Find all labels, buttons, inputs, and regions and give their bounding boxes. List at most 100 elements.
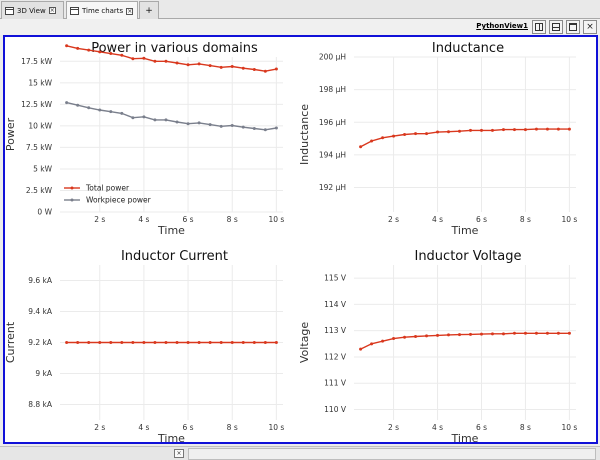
chart-1-series-1-point bbox=[274, 67, 278, 71]
chart-3-x-tick-label: 6 s bbox=[183, 423, 194, 432]
chart-1-series-1-point bbox=[153, 59, 157, 63]
chart-1-y-tick-label: 0 W bbox=[37, 208, 52, 217]
view-title[interactable]: PythonView1 bbox=[476, 22, 528, 30]
chart-2-series-1-point bbox=[447, 130, 451, 134]
chart-2-x-tick-label: 6 s bbox=[476, 215, 487, 224]
chart-3-series-1-point bbox=[175, 341, 179, 344]
chart-3-series-1-point bbox=[241, 341, 245, 344]
chart-3-y-tick-label: 9.6 kA bbox=[28, 276, 53, 285]
chart-1-x-axis-label: Time bbox=[157, 224, 185, 237]
chart-4-series-1-point bbox=[403, 335, 407, 339]
chart-4-series-1-point bbox=[490, 332, 494, 336]
close-view-button[interactable]: × bbox=[583, 20, 597, 34]
tab-time-charts[interactable]: Time charts × bbox=[66, 1, 138, 20]
chart-2-y-axis-label: Inductance bbox=[298, 104, 311, 165]
chart-4-series-1-point bbox=[501, 332, 505, 336]
chart-4-series-1-point bbox=[447, 333, 451, 337]
chart-1-y-tick-label: 7.5 kW bbox=[26, 143, 53, 152]
chart-4-y-tick-label: 110 V bbox=[324, 405, 347, 414]
chart-1-series-1-point bbox=[76, 46, 80, 50]
chart-2-series-1-point bbox=[403, 133, 407, 136]
add-tab-button[interactable]: + bbox=[139, 1, 159, 19]
chart-2-y-tick-label: 192 µH bbox=[319, 183, 346, 192]
split-vertical-icon bbox=[552, 23, 560, 31]
chart-1-series-1-point bbox=[65, 44, 69, 48]
chart-3-series-1-point bbox=[186, 341, 190, 344]
chart-1-series-2-point bbox=[142, 115, 146, 119]
chart-4-x-tick-label: 6 s bbox=[476, 423, 487, 432]
chart-3-x-tick-label: 4 s bbox=[138, 423, 149, 432]
chart-1-series-2-point bbox=[65, 101, 69, 105]
chart-1-series-1-point bbox=[208, 64, 212, 68]
chart-4-series-1-point bbox=[370, 342, 374, 346]
charts-canvas: 2 s 4 s 6 s 8 s 10 s 0 W 2.5 kW 5 kW 7.5 kW 10 kW… bbox=[5, 41, 577, 442]
chart-1-y-tick-label: 17.5 kW bbox=[21, 57, 52, 66]
chart-1-series-2-point bbox=[131, 116, 135, 120]
chart-4-series-1-point bbox=[359, 347, 363, 351]
chart-2-series-1-line bbox=[360, 128, 570, 148]
tab-3d-view[interactable]: 3D View × bbox=[1, 1, 64, 19]
chart-1-series-2-point bbox=[197, 121, 201, 125]
chart-2-x-tick-label: 4 s bbox=[432, 215, 443, 224]
chart-4-x-axis-label: Time bbox=[451, 432, 479, 442]
chart-1-series-2-point bbox=[252, 126, 256, 130]
chart-4-series-1-point bbox=[545, 331, 549, 335]
chart-1-series-2-point bbox=[164, 118, 168, 122]
chart-1-series-2-point bbox=[230, 123, 234, 127]
chart-1-series-2-point bbox=[98, 108, 102, 112]
chart-4-x-tick-label: 10 s bbox=[561, 423, 577, 432]
close-icon[interactable]: × bbox=[126, 7, 134, 15]
close-icon[interactable]: × bbox=[174, 449, 184, 458]
chart-1-series-2-point bbox=[219, 124, 223, 128]
chart-2-series-1-point bbox=[370, 139, 374, 143]
chart-3-series-1-point bbox=[87, 341, 91, 344]
chart-3-series-1-point bbox=[252, 341, 256, 344]
chart-4-series-1-point bbox=[414, 334, 418, 338]
chart-1-x-tick-label: 2 s bbox=[94, 215, 105, 224]
status-field bbox=[188, 448, 596, 460]
chart-4-y-tick-label: 111 V bbox=[324, 379, 347, 388]
chart-1-y-axis-label: Power bbox=[5, 117, 17, 151]
chart-1-x-tick-label: 6 s bbox=[183, 215, 194, 224]
chart-3-series-1-point bbox=[120, 341, 124, 344]
tab-bar: 3D View × Time charts × + bbox=[0, 0, 600, 20]
close-icon[interactable]: × bbox=[48, 7, 56, 14]
chart-1-series-1-point bbox=[87, 48, 91, 52]
maximize-button[interactable] bbox=[566, 20, 580, 34]
chart-2-series-1-point bbox=[381, 136, 385, 140]
chart-view[interactable]: 2 s 4 s 6 s 8 s 10 s 0 W 2.5 kW 5 kW 7.5 kW 10 kW… bbox=[3, 35, 598, 444]
chart-4-series-1-point bbox=[534, 331, 538, 335]
chart-2-series-1-point bbox=[359, 145, 363, 149]
chart-4-y-tick-label: 114 V bbox=[324, 300, 347, 309]
chart-1-series-1-point bbox=[131, 57, 135, 61]
chart-1-x-tick-label: 8 s bbox=[227, 215, 238, 224]
split-horizontal-button[interactable] bbox=[532, 20, 546, 34]
chart-3-y-tick-label: 9.4 kA bbox=[28, 307, 53, 316]
chart-1-series-2-line bbox=[66, 101, 277, 131]
chart-4-series-1-point bbox=[512, 331, 516, 335]
chart-4-series-1-point bbox=[479, 332, 483, 336]
chart-3-series-1-point bbox=[142, 341, 146, 344]
chart-1-series-1-point bbox=[120, 53, 124, 57]
chart-2-series-1-point bbox=[425, 132, 429, 136]
chart-2-series-1-point bbox=[490, 128, 494, 132]
tab-view-icon bbox=[70, 7, 79, 15]
chart-3-x-tick-label: 8 s bbox=[227, 423, 238, 432]
chart-2-series-1-point bbox=[501, 128, 505, 132]
chart-2-series-1-point bbox=[468, 128, 472, 132]
chart-3-y-axis-label: Current bbox=[5, 321, 17, 363]
chart-1-series-1-point bbox=[142, 56, 146, 60]
chart-2-series-1-point bbox=[567, 127, 571, 131]
chart-1-series-2-point bbox=[87, 106, 91, 110]
chart-1-series-2-point bbox=[76, 103, 80, 107]
chart-1-series-2-point bbox=[153, 118, 157, 122]
chart-2-title: Inductance bbox=[432, 41, 504, 56]
chart-3-series-1-point bbox=[208, 341, 212, 344]
split-vertical-button[interactable] bbox=[549, 20, 563, 34]
chart-4-series-1-point bbox=[425, 334, 429, 338]
chart-1-y-tick-label: 5 kW bbox=[33, 164, 52, 173]
chart-2-y-tick-label: 198 µH bbox=[319, 85, 346, 94]
chart-3-x-axis-label: Time bbox=[157, 432, 185, 442]
chart-2-y-tick-label: 200 µH bbox=[319, 53, 346, 62]
chart-2-series-1-point bbox=[436, 130, 440, 134]
